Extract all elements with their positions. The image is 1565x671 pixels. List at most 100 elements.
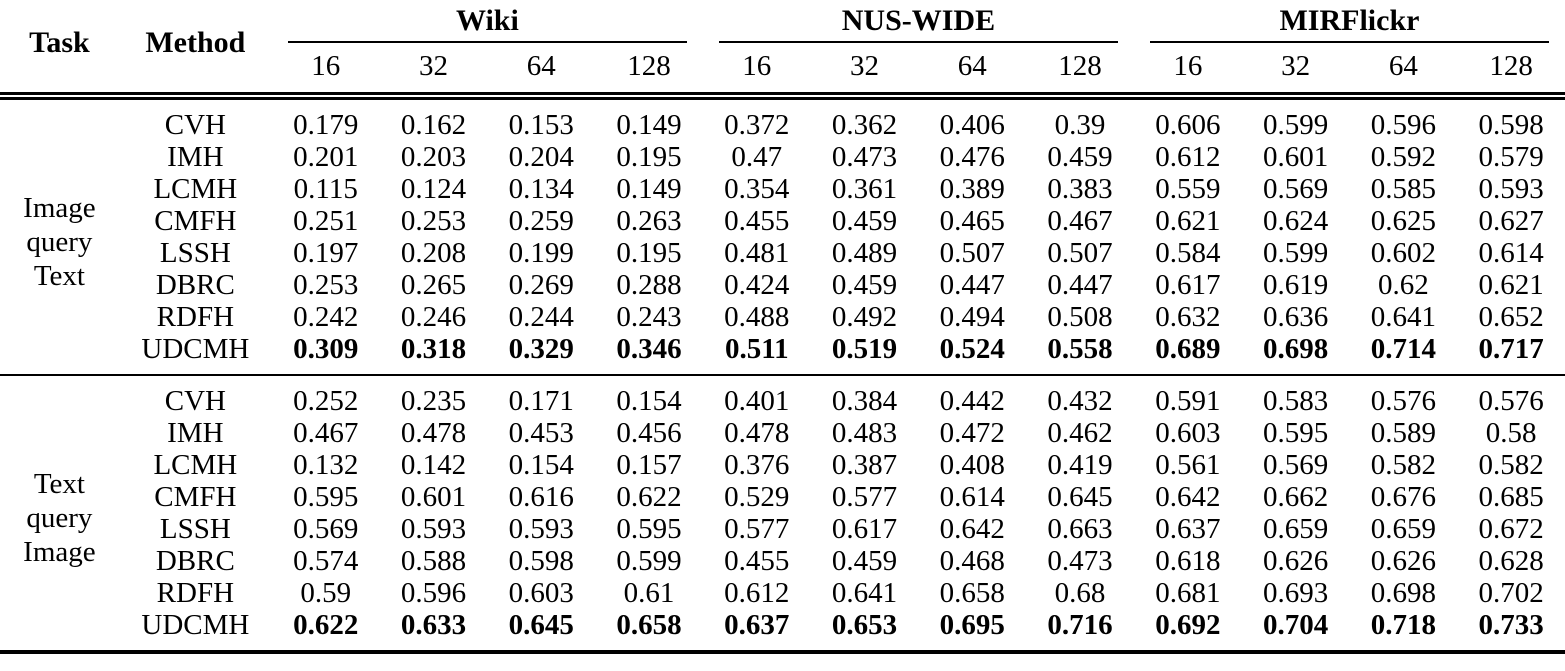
table-row: LCMH 0.132 0.142 0.154 0.157 0.376 0.387 0.408 0… xyxy=(0,449,1565,481)
map-value: 0.246 xyxy=(400,301,467,333)
map-value: 0.579 xyxy=(1478,141,1544,173)
map-value: 0.253 xyxy=(293,269,359,301)
map-value: 0.614 xyxy=(939,481,1005,513)
map-value: 0.658 xyxy=(616,609,682,641)
map-value: 0.265 xyxy=(400,269,467,301)
map-value: 0.362 xyxy=(831,109,898,141)
dataset-header-mirflickr: MIRFlickr xyxy=(1134,0,1565,43)
map-value: 0.704 xyxy=(1262,609,1329,641)
map-value: 0.627 xyxy=(1478,205,1544,237)
map-value: 0.576 xyxy=(1349,374,1458,417)
dataset-header-nuswide-label: NUS-WIDE xyxy=(718,4,1118,43)
bit-header-wiki-128: 128 xyxy=(595,43,703,100)
map-value: 0.637 xyxy=(724,609,790,641)
method-name: LSSH xyxy=(159,237,231,269)
map-value: 0.593 xyxy=(508,513,574,545)
map-value: 0.39 xyxy=(1054,109,1106,141)
map-value: 0.372 xyxy=(724,109,790,141)
map-value: 0.693 xyxy=(1262,577,1329,609)
map-value: 0.447 xyxy=(1047,269,1113,301)
map-value: 0.309 xyxy=(293,333,359,365)
map-value: 0.59 xyxy=(300,577,352,609)
map-value: 0.263 xyxy=(616,205,682,237)
map-value: 0.716 xyxy=(1047,609,1113,641)
map-value: 0.511 xyxy=(724,333,789,365)
bit-header-wiki-64: 64 xyxy=(487,43,596,100)
map-value: 0.468 xyxy=(939,545,1005,577)
map-value: 0.653 xyxy=(831,609,898,641)
map-value: 0.389 xyxy=(939,173,1005,205)
map-value: 0.663 xyxy=(1047,513,1113,545)
table-row: LSSH 0.569 0.593 0.593 0.595 0.577 0.617 0.642 0… xyxy=(0,513,1565,545)
map-value: 0.582 xyxy=(1370,449,1436,481)
bit-header-nuswide-64: 64 xyxy=(918,43,1027,100)
method-name: DBRC xyxy=(155,269,235,301)
map-value: 0.455 xyxy=(724,545,790,577)
map-value: 0.652 xyxy=(1478,301,1544,333)
method-name: RDFH xyxy=(156,577,235,609)
map-value: 0.259 xyxy=(508,205,574,237)
map-value: 0.508 xyxy=(1047,301,1113,333)
map-value: 0.595 xyxy=(1262,417,1329,449)
map-value: 0.361 xyxy=(831,173,898,205)
map-value: 0.154 xyxy=(595,374,703,417)
map-value: 0.582 xyxy=(1478,449,1544,481)
map-value: 0.599 xyxy=(1262,109,1329,141)
map-value: 0.489 xyxy=(831,237,898,269)
map-value: 0.714 xyxy=(1370,333,1436,365)
method-name: UDCMH xyxy=(141,609,250,641)
map-value: 0.153 xyxy=(508,109,574,141)
map-value: 0.478 xyxy=(400,417,467,449)
map-value: 0.244 xyxy=(508,301,574,333)
bit-header-nuswide-16: 16 xyxy=(702,43,811,100)
map-value: 0.559 xyxy=(1155,173,1221,205)
map-value: 0.483 xyxy=(831,417,898,449)
map-value: 0.626 xyxy=(1262,545,1329,577)
map-value: 0.698 xyxy=(1370,577,1436,609)
map-value: 0.329 xyxy=(508,333,574,365)
map-value: 0.208 xyxy=(400,237,467,269)
map-value: 0.473 xyxy=(831,141,898,173)
map-value: 0.692 xyxy=(1155,609,1221,641)
map-value: 0.478 xyxy=(724,417,790,449)
map-value: 0.633 xyxy=(400,609,467,641)
map-value: 0.602 xyxy=(1370,237,1436,269)
map-value: 0.595 xyxy=(616,513,682,545)
map-value: 0.645 xyxy=(508,609,574,641)
task-label-line: Text xyxy=(33,259,85,292)
map-value: 0.507 xyxy=(1047,237,1113,269)
map-value: 0.621 xyxy=(1155,205,1221,237)
map-value: 0.432 xyxy=(1026,374,1134,417)
map-value: 0.596 xyxy=(400,577,467,609)
map-value: 0.641 xyxy=(831,577,898,609)
map-value: 0.584 xyxy=(1155,237,1221,269)
task-label: Image query Text xyxy=(0,96,119,375)
map-value: 0.558 xyxy=(1047,333,1113,365)
bit-header-wiki-32: 32 xyxy=(379,43,488,100)
column-header-method: Method xyxy=(118,0,272,100)
map-value: 0.459 xyxy=(831,269,898,301)
map-value: 0.481 xyxy=(724,237,790,269)
map-value: 0.288 xyxy=(616,269,682,301)
dataset-header-nuswide: NUS-WIDE xyxy=(703,0,1134,43)
table-row: RDFH 0.59 0.596 0.603 0.61 0.612 0.641 0.658 0.6… xyxy=(0,577,1565,609)
map-value: 0.318 xyxy=(400,333,467,365)
map-value: 0.243 xyxy=(616,301,682,333)
map-value: 0.253 xyxy=(400,205,467,237)
map-value: 0.577 xyxy=(831,481,898,513)
map-value: 0.134 xyxy=(508,173,574,205)
map-value: 0.154 xyxy=(508,449,574,481)
map-value: 0.636 xyxy=(1262,301,1329,333)
map-value: 0.115 xyxy=(293,173,358,205)
table-row: IMH 0.467 0.478 0.453 0.456 0.478 0.483 0.472 0.… xyxy=(0,417,1565,449)
map-value: 0.447 xyxy=(939,269,1005,301)
map-value: 0.576 xyxy=(1457,374,1565,417)
map-value: 0.472 xyxy=(939,417,1005,449)
table-row: Text query Image CVH 0.252 0.235 0.171 0.154 0.4… xyxy=(0,374,1565,652)
map-value: 0.624 xyxy=(1262,205,1329,237)
map-value: 0.455 xyxy=(724,205,790,237)
method-name: LCMH xyxy=(153,449,238,481)
bit-header-mirflickr-16: 16 xyxy=(1133,43,1242,100)
map-value: 0.612 xyxy=(724,577,790,609)
map-value: 0.621 xyxy=(1478,269,1544,301)
